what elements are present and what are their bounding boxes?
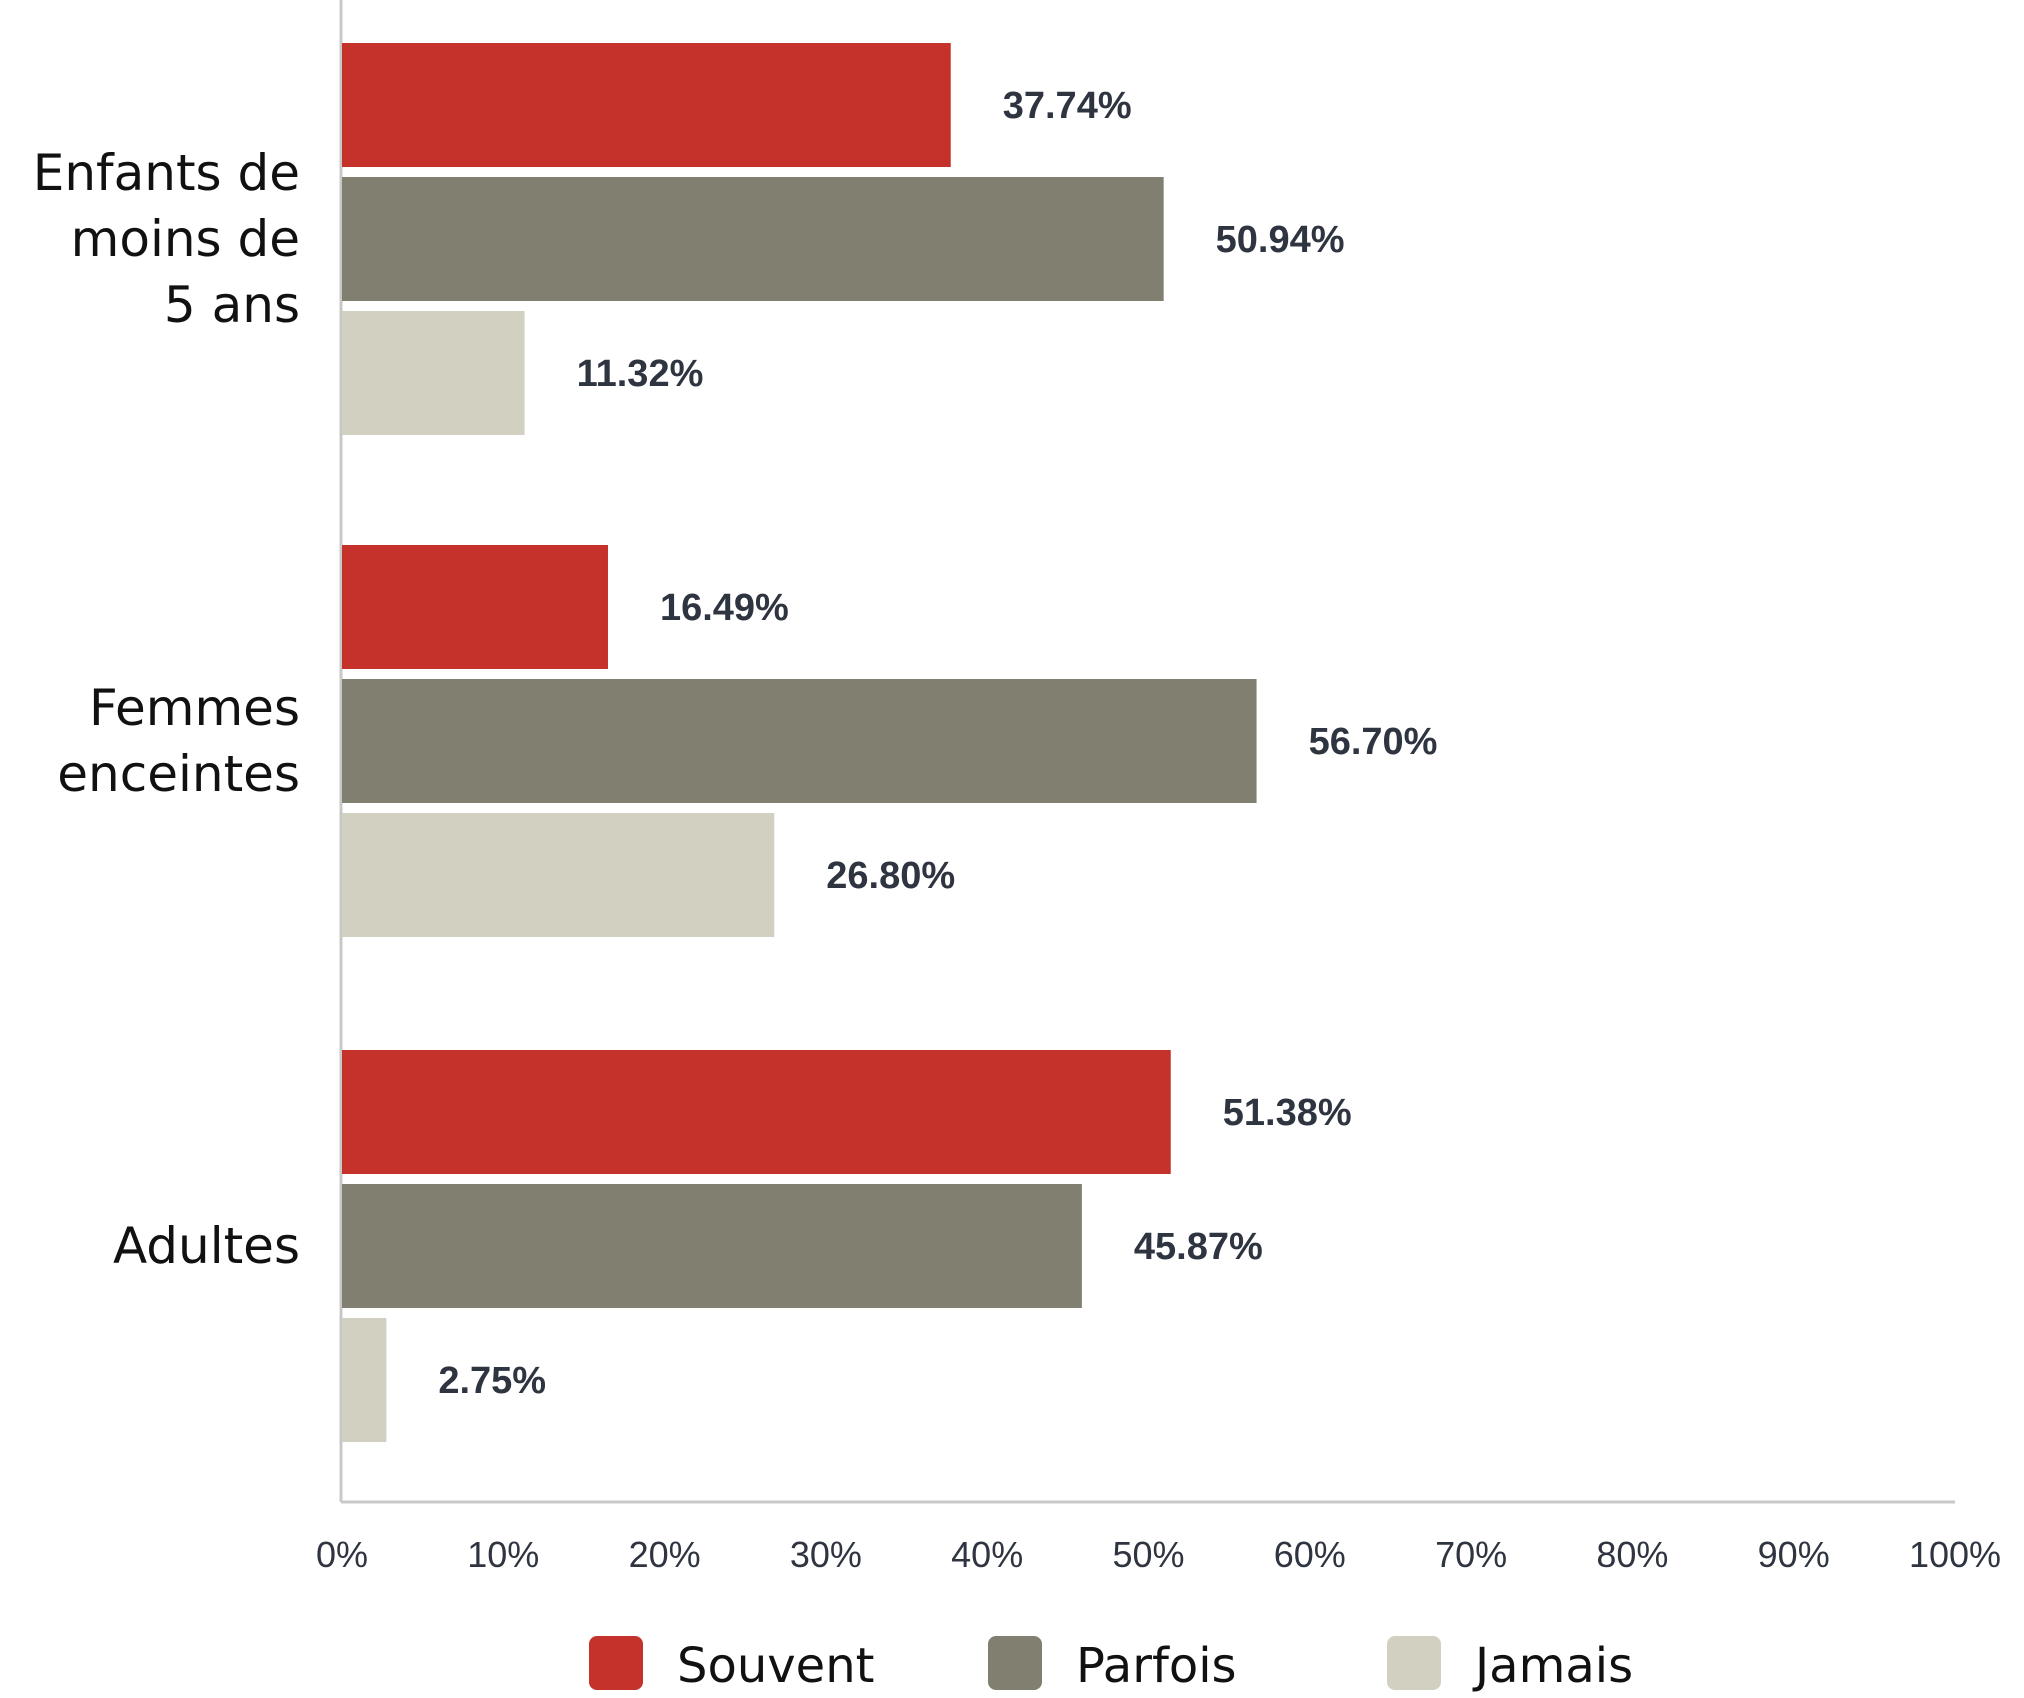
x-tick-label: 90% (1758, 1534, 1830, 1575)
legend-label: Jamais (1472, 1638, 1633, 1694)
data-label: 56.70% (1309, 721, 1438, 763)
x-tick-label: 80% (1596, 1534, 1668, 1575)
data-label: 2.75% (438, 1360, 546, 1402)
data-label: 51.38% (1223, 1092, 1352, 1134)
category-label: Enfants de moins de 5 ans (33, 144, 300, 334)
data-label: 26.80% (826, 855, 955, 897)
data-label: 45.87% (1134, 1226, 1263, 1268)
data-label: 16.49% (660, 587, 789, 629)
data-label: 50.94% (1216, 219, 1345, 261)
x-tick-label: 100% (1909, 1534, 2001, 1575)
bar-jamais-1 (342, 813, 775, 937)
legend-swatch-parfois (988, 1636, 1042, 1690)
legend-swatch-jamais (1387, 1636, 1441, 1690)
bar-jamais-0 (342, 311, 525, 435)
bar-jamais-2 (342, 1318, 387, 1442)
legend-swatch-souvent (589, 1636, 643, 1690)
bar-parfois-2 (342, 1184, 1082, 1308)
legend-label: Parfois (1076, 1638, 1237, 1694)
x-tick-label: 30% (790, 1534, 862, 1575)
category-label: Adultes (113, 1217, 300, 1275)
bar-parfois-1 (342, 679, 1257, 803)
x-tick-label: 70% (1435, 1534, 1507, 1575)
bar-souvent-1 (342, 545, 608, 669)
bar-parfois-0 (342, 177, 1164, 301)
x-tick-label: 40% (951, 1534, 1023, 1575)
data-label: 11.32% (577, 353, 704, 395)
bar-souvent-0 (342, 43, 951, 167)
x-tick-label: 0% (316, 1534, 368, 1575)
legend-label: Souvent (677, 1638, 874, 1694)
x-tick-label: 20% (629, 1534, 701, 1575)
bar-souvent-2 (342, 1050, 1171, 1174)
x-tick-label: 60% (1274, 1534, 1346, 1575)
x-tick-label: 50% (1112, 1534, 1184, 1575)
data-label: 37.74% (1003, 85, 1132, 127)
category-label: Femmes enceintes (57, 679, 300, 803)
x-tick-label: 10% (467, 1534, 539, 1575)
